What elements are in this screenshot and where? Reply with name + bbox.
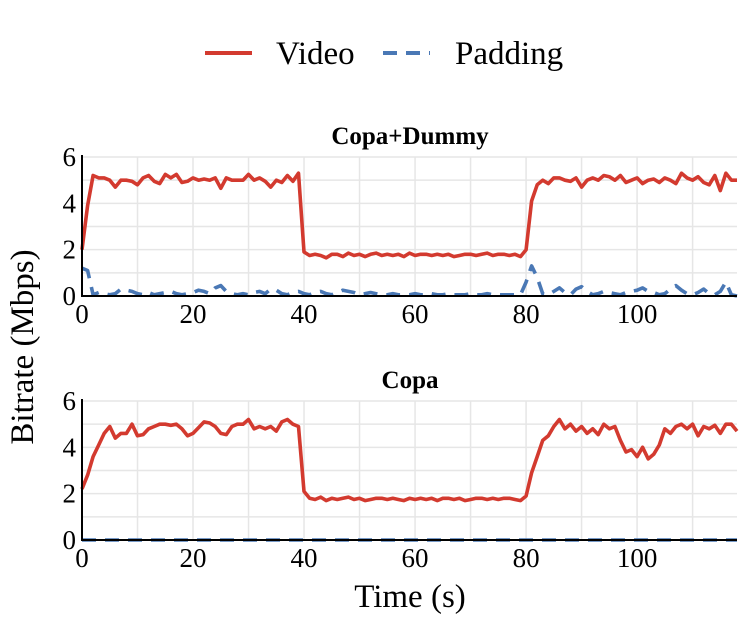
x-tick-label: 40 (291, 543, 318, 573)
legend: Video Padding (205, 36, 563, 72)
x-tick-label: 80 (513, 543, 540, 573)
legend-padding-label: Padding (455, 36, 563, 72)
panel-title: Copa (382, 367, 439, 394)
y-tick-label: 2 (63, 479, 77, 509)
x-tick-label: 80 (513, 299, 540, 329)
x-tick-label: 60 (402, 299, 429, 329)
x-tick-label: 0 (75, 299, 89, 329)
y-tick-label: 6 (63, 142, 77, 172)
y-tick-label: 0 (63, 525, 77, 555)
y-tick-label: 0 (63, 281, 77, 311)
x-tick-label: 100 (617, 543, 658, 573)
y-tick-label: 6 (63, 386, 77, 416)
y-tick-label: 4 (63, 432, 77, 462)
legend-video-label: Video (276, 36, 355, 72)
x-tick-label: 0 (75, 543, 89, 573)
y-axis-label: Bitrate (Mbps) (5, 249, 41, 444)
series-line-padding (81, 264, 738, 298)
x-tick-label: 60 (402, 543, 429, 573)
x-axis-label: Time (s) (354, 579, 466, 615)
x-tick-label: 20 (180, 299, 207, 329)
series-line-video (80, 171, 737, 260)
y-tick-label: 4 (63, 188, 77, 218)
x-tick-label: 20 (180, 543, 207, 573)
x-tick-label: 100 (617, 299, 658, 329)
panel-title: Copa+Dummy (331, 123, 489, 150)
y-tick-label: 2 (63, 235, 77, 265)
x-tick-label: 40 (291, 299, 318, 329)
series-line-video (80, 417, 739, 503)
